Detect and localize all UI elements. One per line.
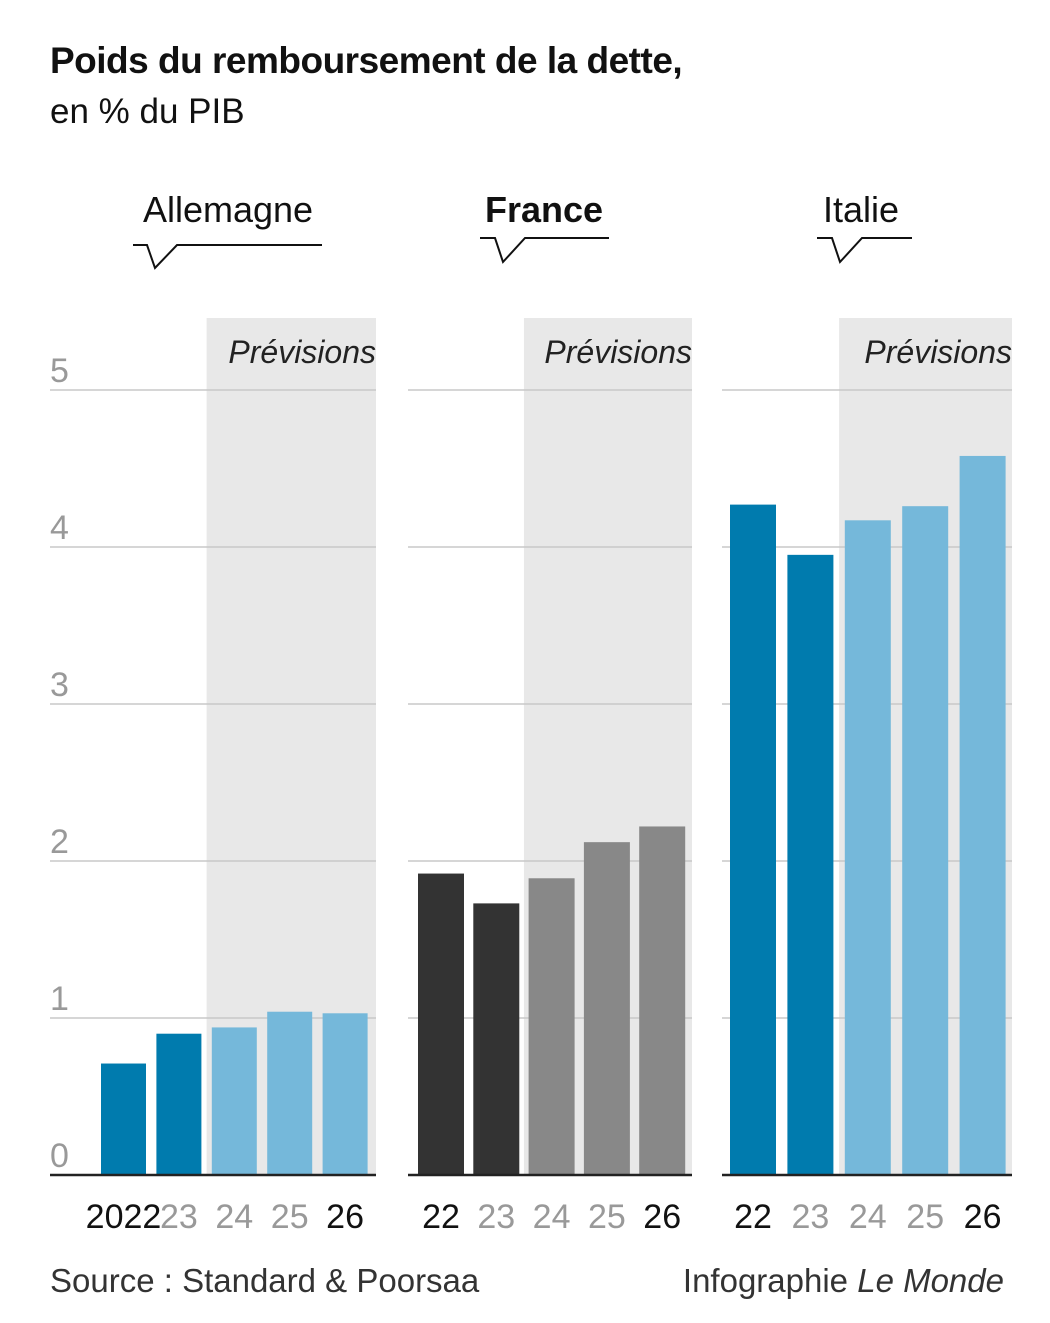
forecast-label-1: Prévisions <box>544 334 692 370</box>
panel-title-pointer-2 <box>817 237 912 264</box>
x-tick-label-2-0: 22 <box>734 1198 772 1236</box>
bar-1-2 <box>528 878 575 1175</box>
bar-0-1 <box>156 1033 202 1175</box>
x-tick-label-2-1: 23 <box>791 1198 829 1236</box>
x-tick-label-2-4: 26 <box>964 1198 1002 1236</box>
bar-0-2 <box>211 1027 257 1175</box>
panel-title-0: Allemagne <box>143 189 313 230</box>
x-tick-label-0-3: 25 <box>271 1198 309 1236</box>
panel-title-2: Italie <box>823 189 899 230</box>
bar-2-1 <box>787 554 834 1175</box>
x-tick-label-1-1: 23 <box>477 1198 515 1236</box>
forecast-label-0: Prévisions <box>228 334 376 370</box>
y-tick-label-1: 1 <box>50 980 69 1018</box>
bar-2-0 <box>730 504 776 1175</box>
panel-title-pointer-0 <box>133 244 322 270</box>
y-tick-label-3: 3 <box>50 666 69 704</box>
panel-title-pointer-1 <box>480 237 609 264</box>
bar-1-4 <box>639 826 686 1175</box>
source-note: Source : Standard & Poorsaa <box>50 1262 480 1299</box>
bar-1-1 <box>473 903 520 1175</box>
x-tick-label-0-0: 2022 <box>86 1198 162 1236</box>
x-tick-label-0-2: 24 <box>215 1198 253 1236</box>
bar-0-3 <box>267 1011 313 1175</box>
chart-title: Poids du remboursement de la dette, <box>50 40 683 81</box>
y-tick-label-4: 4 <box>50 509 69 547</box>
y-tick-label-0: 0 <box>50 1137 69 1175</box>
x-tick-label-0-1: 23 <box>160 1198 198 1236</box>
x-tick-label-1-2: 24 <box>533 1198 571 1236</box>
x-tick-label-1-4: 26 <box>643 1198 681 1236</box>
x-tick-label-1-3: 25 <box>588 1198 626 1236</box>
bar-2-2 <box>844 520 891 1175</box>
bar-0-4 <box>322 1013 368 1175</box>
x-tick-label-0-4: 26 <box>326 1198 364 1236</box>
x-tick-label-2-2: 24 <box>849 1198 887 1236</box>
bar-2-3 <box>902 506 949 1175</box>
x-tick-label-1-0: 22 <box>422 1198 460 1236</box>
credit-note: Infographie Le Monde <box>683 1262 1004 1300</box>
credit-name: Le Monde <box>857 1262 1004 1299</box>
y-tick-label-2: 2 <box>50 823 69 861</box>
credit-prefix: Infographie <box>682 1262 858 1299</box>
x-tick-label-2-3: 25 <box>906 1198 944 1236</box>
panel-title-1: France <box>485 189 603 230</box>
bar-1-0 <box>418 873 464 1175</box>
chart-subtitle: en % du PIB <box>50 92 245 131</box>
bar-2-4 <box>959 455 1006 1175</box>
y-tick-label-5: 5 <box>50 352 69 390</box>
forecast-label-2: Prévisions <box>864 334 1012 370</box>
bar-1-3 <box>583 842 630 1175</box>
bar-0-0 <box>101 1063 146 1175</box>
